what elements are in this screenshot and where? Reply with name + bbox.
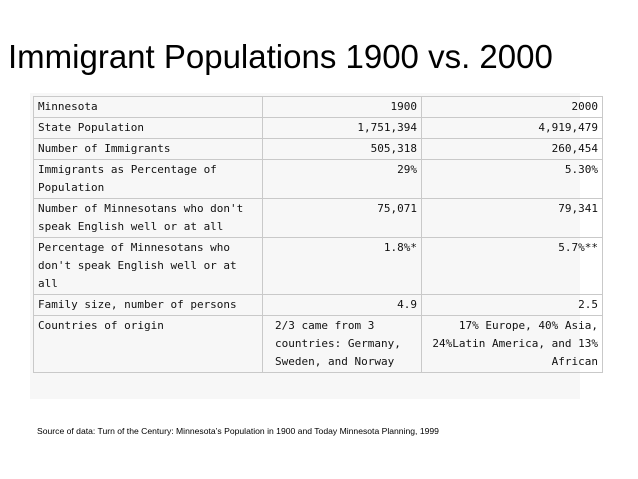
value-1900-cell: 505,318 xyxy=(262,138,422,160)
table-row: Percentage of Minnesotans who don't spea… xyxy=(33,237,603,295)
row-label-cell: Number of Minnesotans who don't speak En… xyxy=(33,198,263,238)
value-2000-cell: 260,454 xyxy=(421,138,603,160)
value-2000-cell: 2.5 xyxy=(421,294,603,316)
value-2000-cell: 4,919,479 xyxy=(421,117,603,139)
table-row: Number of Minnesotans who don't speak En… xyxy=(33,198,603,238)
row-label-cell: Family size, number of persons xyxy=(33,294,263,316)
value-1900-cell: 29% xyxy=(262,159,422,199)
value-1900-cell: 4.9 xyxy=(262,294,422,316)
header-label-cell: Minnesota xyxy=(33,96,263,118)
row-label-cell: Percentage of Minnesotans who don't spea… xyxy=(33,237,263,295)
table-row: Countries of origin 2/3 came from 3 coun… xyxy=(33,315,603,373)
header-1900-cell: 1900 xyxy=(262,96,422,118)
slide-title: Immigrant Populations 1900 vs. 2000 xyxy=(8,38,553,75)
row-label-cell: Number of Immigrants xyxy=(33,138,263,160)
population-table: Minnesota 1900 2000 State Population 1,7… xyxy=(33,96,603,373)
table-image: Minnesota 1900 2000 State Population 1,7… xyxy=(30,93,603,399)
row-label-cell: State Population xyxy=(33,117,263,139)
value-2000-cell: 5.7%** xyxy=(421,237,603,295)
value-2000-cell: 79,341 xyxy=(421,198,603,238)
table-header-row: Minnesota 1900 2000 xyxy=(33,96,603,118)
header-2000-cell: 2000 xyxy=(421,96,603,118)
table-row: Family size, number of persons 4.9 2.5 xyxy=(33,294,603,316)
value-2000-cell: 17% Europe, 40% Asia, 24%Latin America, … xyxy=(421,315,603,373)
value-1900-cell: 75,071 xyxy=(262,198,422,238)
value-1900-cell: 1,751,394 xyxy=(262,117,422,139)
table-row: Immigrants as Percentage of Population 2… xyxy=(33,159,603,199)
source-caption: Source of data: Turn of the Century: Min… xyxy=(37,426,439,436)
row-label-cell: Immigrants as Percentage of Population xyxy=(33,159,263,199)
value-1900-cell: 1.8%* xyxy=(262,237,422,295)
table-row: State Population 1,751,394 4,919,479 xyxy=(33,117,603,139)
row-label-cell: Countries of origin xyxy=(33,315,263,373)
value-1900-cell: 2/3 came from 3 countries: Germany, Swed… xyxy=(262,315,422,373)
value-2000-cell: 5.30% xyxy=(421,159,603,199)
table-row: Number of Immigrants 505,318 260,454 xyxy=(33,138,603,160)
